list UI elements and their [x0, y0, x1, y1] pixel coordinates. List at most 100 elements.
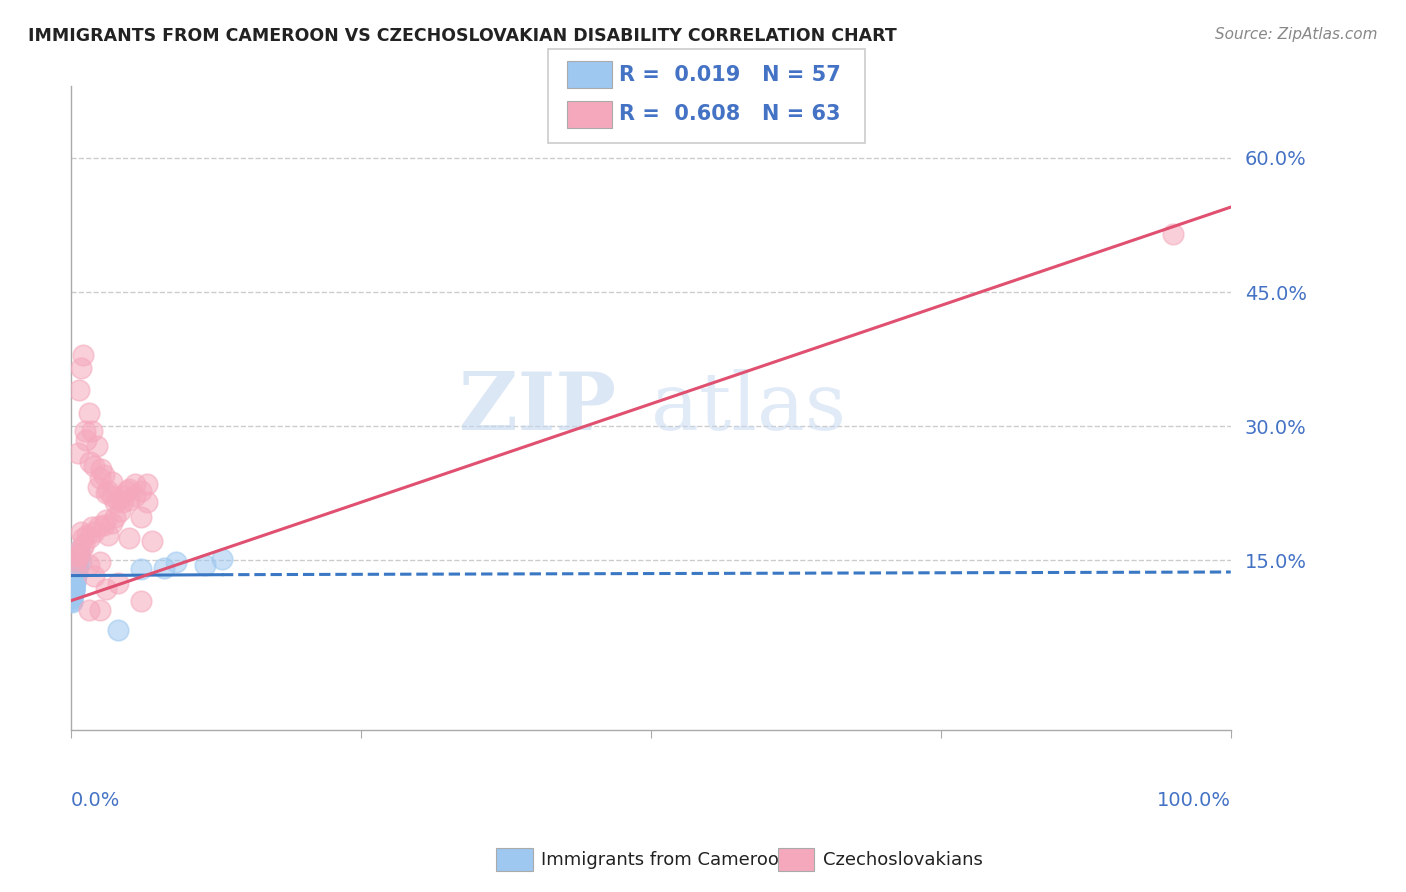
Point — [194, 558, 217, 572]
Point — [135, 477, 157, 491]
Point — [65, 562, 87, 576]
Point — [62, 582, 84, 597]
Point — [63, 566, 86, 581]
Point — [60, 595, 83, 609]
Point — [93, 468, 115, 483]
Point — [124, 489, 146, 503]
Point — [101, 489, 124, 503]
Point — [94, 486, 117, 500]
Point — [60, 587, 83, 601]
Point — [62, 579, 84, 593]
Point — [63, 572, 86, 586]
Text: Source: ZipAtlas.com: Source: ZipAtlas.com — [1215, 27, 1378, 42]
Point — [89, 602, 111, 616]
Point — [107, 575, 129, 590]
Point — [63, 570, 86, 584]
Point — [63, 567, 86, 582]
Point — [66, 566, 89, 580]
Point — [73, 537, 96, 551]
Point — [62, 578, 84, 592]
Point — [129, 483, 152, 498]
Point — [135, 495, 157, 509]
Point — [67, 542, 90, 557]
Point — [62, 581, 84, 595]
Point — [62, 575, 84, 590]
Point — [75, 424, 97, 438]
Point — [65, 561, 87, 575]
Point — [107, 492, 129, 507]
Text: 100.0%: 100.0% — [1157, 791, 1230, 811]
Point — [63, 558, 86, 572]
Point — [63, 568, 86, 582]
Point — [72, 348, 94, 362]
Point — [67, 384, 90, 398]
Point — [83, 459, 105, 474]
Point — [60, 573, 83, 587]
Point — [97, 483, 120, 498]
Point — [60, 591, 83, 605]
Point — [112, 495, 135, 509]
Point — [63, 571, 86, 585]
Point — [66, 558, 89, 572]
Point — [67, 551, 90, 566]
Point — [63, 573, 86, 587]
Point — [104, 510, 127, 524]
Point — [67, 446, 90, 460]
Point — [67, 548, 90, 562]
Point — [67, 548, 90, 562]
Point — [62, 583, 84, 598]
Point — [62, 580, 84, 594]
Point — [62, 564, 84, 578]
Point — [66, 555, 89, 569]
Point — [65, 560, 87, 574]
Point — [90, 462, 112, 476]
Text: IMMIGRANTS FROM CAMEROON VS CZECHOSLOVAKIAN DISABILITY CORRELATION CHART: IMMIGRANTS FROM CAMEROON VS CZECHOSLOVAK… — [28, 27, 897, 45]
Point — [101, 516, 124, 530]
Point — [65, 560, 87, 574]
Point — [77, 406, 100, 420]
Point — [83, 569, 105, 583]
Point — [1161, 227, 1184, 241]
Point — [67, 558, 90, 573]
Point — [65, 564, 87, 578]
Point — [60, 589, 83, 603]
Text: Czechoslovakians: Czechoslovakians — [823, 851, 983, 869]
Point — [108, 504, 131, 518]
Point — [129, 510, 152, 524]
Point — [76, 528, 98, 542]
Text: 0.0%: 0.0% — [72, 791, 121, 811]
Point — [112, 489, 135, 503]
Text: atlas: atlas — [651, 369, 846, 447]
Text: R =  0.608   N = 63: R = 0.608 N = 63 — [619, 104, 841, 124]
Point — [115, 483, 138, 498]
Point — [63, 574, 86, 588]
Point — [60, 590, 83, 604]
Point — [63, 549, 86, 563]
Point — [79, 455, 101, 469]
Point — [66, 559, 89, 574]
Point — [77, 602, 100, 616]
Point — [67, 546, 90, 560]
Point — [82, 424, 104, 438]
Point — [153, 560, 176, 574]
Point — [83, 524, 105, 539]
Point — [79, 530, 101, 544]
Point — [63, 574, 86, 589]
Point — [66, 554, 89, 568]
Point — [86, 439, 108, 453]
Point — [65, 563, 87, 577]
Point — [82, 520, 104, 534]
Point — [77, 558, 100, 572]
Point — [60, 584, 83, 599]
Point — [89, 555, 111, 569]
Point — [72, 531, 94, 545]
Point — [87, 480, 110, 494]
Point — [94, 513, 117, 527]
Point — [124, 477, 146, 491]
Point — [62, 578, 84, 592]
Point — [66, 557, 89, 571]
Point — [89, 471, 111, 485]
Text: ZIP: ZIP — [460, 369, 616, 447]
Point — [93, 517, 115, 532]
Point — [67, 544, 90, 558]
